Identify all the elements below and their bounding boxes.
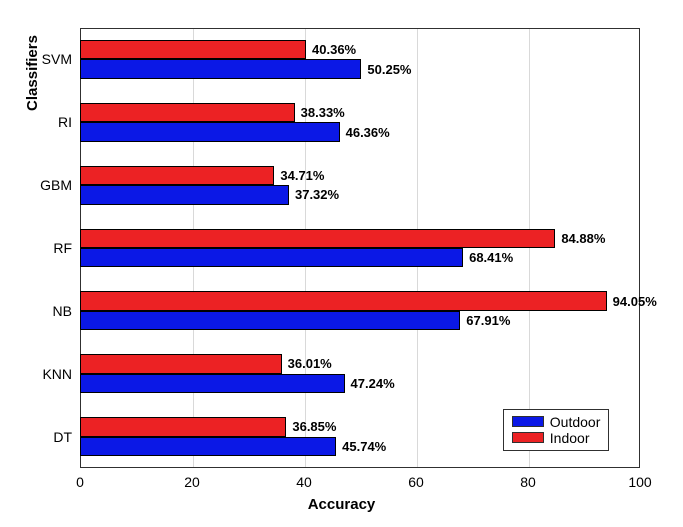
bar-value-label: 37.32% [295,187,339,202]
bar-value-label: 36.01% [288,356,332,371]
bar-indoor [80,229,555,248]
y-tick-label: NB [53,303,72,319]
legend-label: Indoor [550,430,590,446]
bar-value-label: 45.74% [342,439,386,454]
legend: OutdoorIndoor [503,409,610,451]
y-tick-label: DT [53,429,72,445]
x-tick-label: 0 [76,474,84,490]
bar-outdoor [80,437,336,456]
x-tick-label: 80 [520,474,536,490]
bar-indoor [80,354,282,373]
bar-outdoor [80,185,289,204]
legend-item: Outdoor [512,414,601,430]
y-tick-label: RF [53,240,72,256]
bar-outdoor [80,59,361,78]
bar-indoor [80,291,607,310]
y-axis-label: Classifiers [24,0,41,293]
bar-value-label: 40.36% [312,42,356,57]
bar-value-label: 46.36% [346,125,390,140]
bar-value-label: 67.91% [466,313,510,328]
x-tick-label: 40 [296,474,312,490]
bar-value-label: 38.33% [301,105,345,120]
legend-swatch [512,432,544,443]
bar-value-label: 36.85% [292,419,336,434]
x-tick-label: 100 [628,474,651,490]
bar-indoor [80,103,295,122]
y-tick-label: GBM [40,177,72,193]
y-tick-label: KNN [42,366,72,382]
bar-value-label: 47.24% [351,376,395,391]
x-tick-label: 20 [184,474,200,490]
bar-value-label: 94.05% [613,294,657,309]
bar-indoor [80,40,306,59]
bar-indoor [80,166,274,185]
bar-outdoor [80,122,340,141]
bar-indoor [80,417,286,436]
bar-value-label: 50.25% [367,62,411,77]
bar-outdoor [80,374,345,393]
x-tick-label: 60 [408,474,424,490]
legend-label: Outdoor [550,414,601,430]
legend-item: Indoor [512,430,601,446]
bar-value-label: 84.88% [561,231,605,246]
y-tick-label: SVM [42,51,72,67]
x-axis-label: Accuracy [0,496,683,513]
bar-outdoor [80,248,463,267]
bar-value-label: 68.41% [469,250,513,265]
bar-outdoor [80,311,460,330]
accuracy-bar-chart: Accuracy Classifiers OutdoorIndoor 0 20 40… [0,0,683,527]
gridline [529,29,530,467]
bar-value-label: 34.71% [280,168,324,183]
y-tick-label: RI [58,114,72,130]
legend-swatch [512,416,544,427]
